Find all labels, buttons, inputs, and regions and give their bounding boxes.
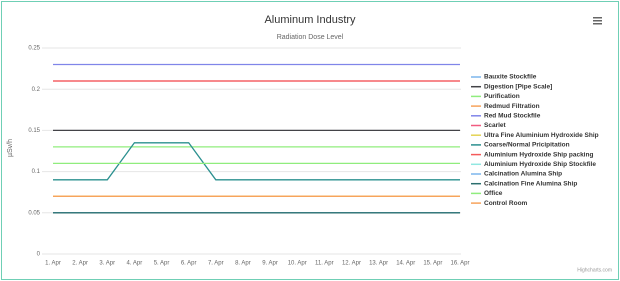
y-tick-label: 0.15 — [28, 128, 40, 134]
x-tick-label: 12. Apr — [342, 261, 361, 267]
y-axis-label: µSv/h — [7, 139, 14, 157]
legend-item[interactable]: Ultra Fine Aluminium Hydroxide Ship — [484, 132, 599, 139]
x-tick-label: 4. Apr — [127, 261, 143, 267]
legend-item[interactable]: Scarlet — [484, 122, 507, 129]
legend-item[interactable]: Control Room — [484, 200, 528, 207]
y-tick-label: 0.1 — [32, 169, 41, 175]
legend-item[interactable]: Red Mud Stockfile — [484, 113, 541, 120]
x-tick-label: 11. Apr — [315, 261, 334, 267]
legend-item[interactable]: Redmud Filtration — [484, 103, 540, 110]
legend-item[interactable]: Aluminium Hydroxide Ship packing — [484, 151, 593, 158]
legend-item[interactable]: Office — [484, 190, 503, 197]
x-tick-label: 15. Apr — [423, 261, 442, 267]
legend-item[interactable]: Calcination Fine Alumina Ship — [484, 180, 577, 187]
x-tick-label: 8. Apr — [235, 261, 251, 267]
y-tick-label: 0.2 — [32, 87, 41, 93]
x-tick-label: 9. Apr — [262, 261, 278, 267]
credits: Highcharts.com — [577, 267, 612, 273]
menu-button[interactable] — [593, 17, 602, 25]
y-tick-label: 0 — [37, 252, 41, 258]
x-tick-label: 10. Apr — [288, 261, 307, 267]
legend-item[interactable]: Coarse/Normal Pricipitation — [484, 142, 570, 149]
x-tick-label: 5. Apr — [154, 261, 170, 267]
chart-title: Aluminum Industry — [264, 14, 356, 26]
x-tick-label: 14. Apr — [396, 261, 415, 267]
legend-item[interactable]: Purification — [484, 93, 520, 100]
chart-subtitle: Radiation Dose Level — [277, 34, 344, 41]
legend-item[interactable]: Bauxite Stockfile — [484, 74, 537, 81]
x-tick-label: 16. Apr — [450, 261, 469, 267]
x-tick-label: 7. Apr — [208, 261, 224, 267]
y-tick-label: 0.25 — [28, 46, 40, 52]
x-tick-label: 1. Apr — [45, 261, 61, 267]
legend-item[interactable]: Aluminium Hydroxide Ship Stockfile — [484, 161, 596, 168]
legend-item[interactable]: Calcination Alumina Ship — [484, 171, 562, 178]
x-tick-label: 3. Apr — [99, 261, 115, 267]
series-line — [53, 142, 460, 181]
y-tick-label: 0.05 — [28, 210, 40, 216]
x-tick-label: 2. Apr — [72, 261, 88, 267]
legend-item[interactable]: Digestion [Pipe Scale] — [484, 83, 552, 90]
x-tick-label: 13. Apr — [369, 261, 388, 267]
x-tick-label: 6. Apr — [181, 261, 197, 267]
